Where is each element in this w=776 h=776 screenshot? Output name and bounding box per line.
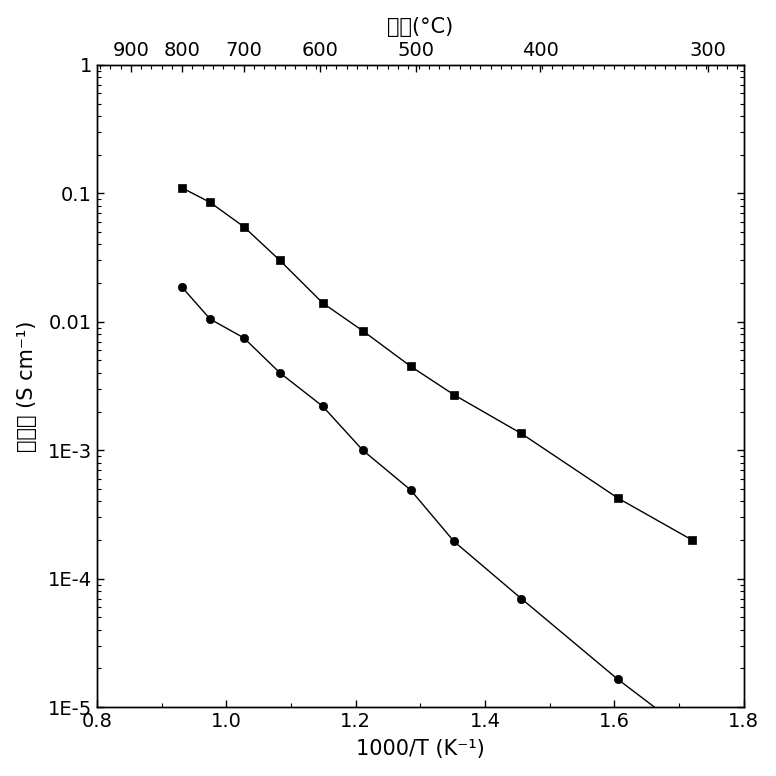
X-axis label: 温度(°C): 温度(°C): [387, 16, 453, 36]
Y-axis label: 电导率 (S cm⁻¹): 电导率 (S cm⁻¹): [16, 320, 36, 452]
X-axis label: 1000/T (K⁻¹): 1000/T (K⁻¹): [356, 740, 485, 760]
